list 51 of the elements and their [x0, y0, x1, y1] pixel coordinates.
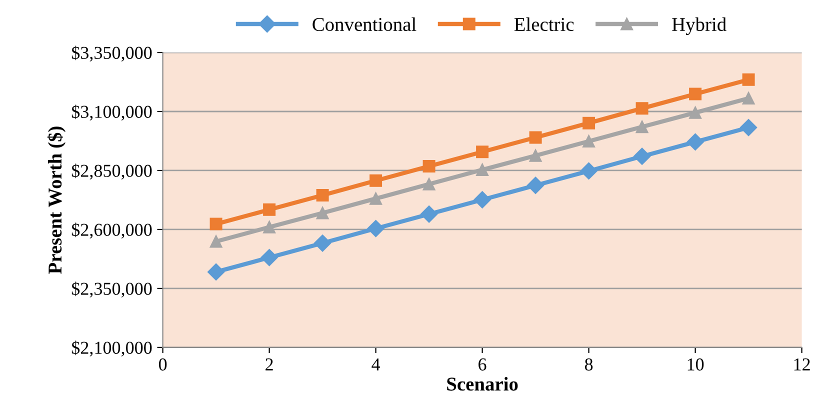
x-tick-label: 8 [584, 358, 593, 371]
legend-label: Conventional [312, 17, 416, 32]
point [686, 133, 704, 150]
x-tick-label: 10 [688, 358, 704, 371]
point [263, 203, 276, 216]
y-tick-label: $3,100,000 [72, 104, 152, 121]
point [210, 235, 222, 248]
point [316, 189, 329, 202]
x-tick-label: 2 [266, 358, 273, 370]
point [689, 88, 702, 100]
point [526, 176, 544, 194]
point [580, 162, 598, 180]
point [636, 120, 648, 134]
point [370, 192, 382, 205]
point [476, 164, 489, 176]
y-tick-label: $2,850,000 [72, 164, 152, 180]
point [636, 102, 648, 115]
x-tick-label: 6 [478, 358, 486, 371]
legend-label: Hybrid [672, 17, 726, 36]
point [740, 118, 758, 136]
point [210, 218, 222, 230]
point [474, 191, 491, 208]
point [420, 206, 438, 223]
point [742, 92, 755, 105]
point [263, 220, 276, 234]
x-tick-label: 4 [372, 358, 380, 370]
point [529, 131, 542, 144]
legend-label: Electric [514, 17, 574, 32]
y-tick-label: $2,350,000 [72, 282, 152, 298]
y-tick-label: $2,100,000 [72, 340, 152, 356]
x-tick-label: 0 [158, 358, 167, 371]
point [370, 174, 382, 187]
point [582, 134, 596, 148]
point [529, 149, 542, 162]
x-tick-label: 12 [794, 358, 810, 370]
point [314, 234, 332, 252]
y-axis-title: Present Worth ($) [47, 126, 66, 274]
point [689, 106, 702, 119]
y-tick-label: $3,350,000 [72, 46, 152, 62]
point [367, 220, 384, 238]
point [422, 178, 436, 190]
point [207, 263, 225, 280]
point [316, 206, 329, 220]
point [582, 116, 596, 130]
x-axis-title: Scenario [447, 377, 518, 391]
y-tick-label: $2,600,000 [72, 222, 152, 239]
point [742, 73, 755, 86]
point [476, 146, 489, 158]
point [633, 148, 651, 165]
point [422, 160, 436, 172]
point [260, 248, 278, 266]
